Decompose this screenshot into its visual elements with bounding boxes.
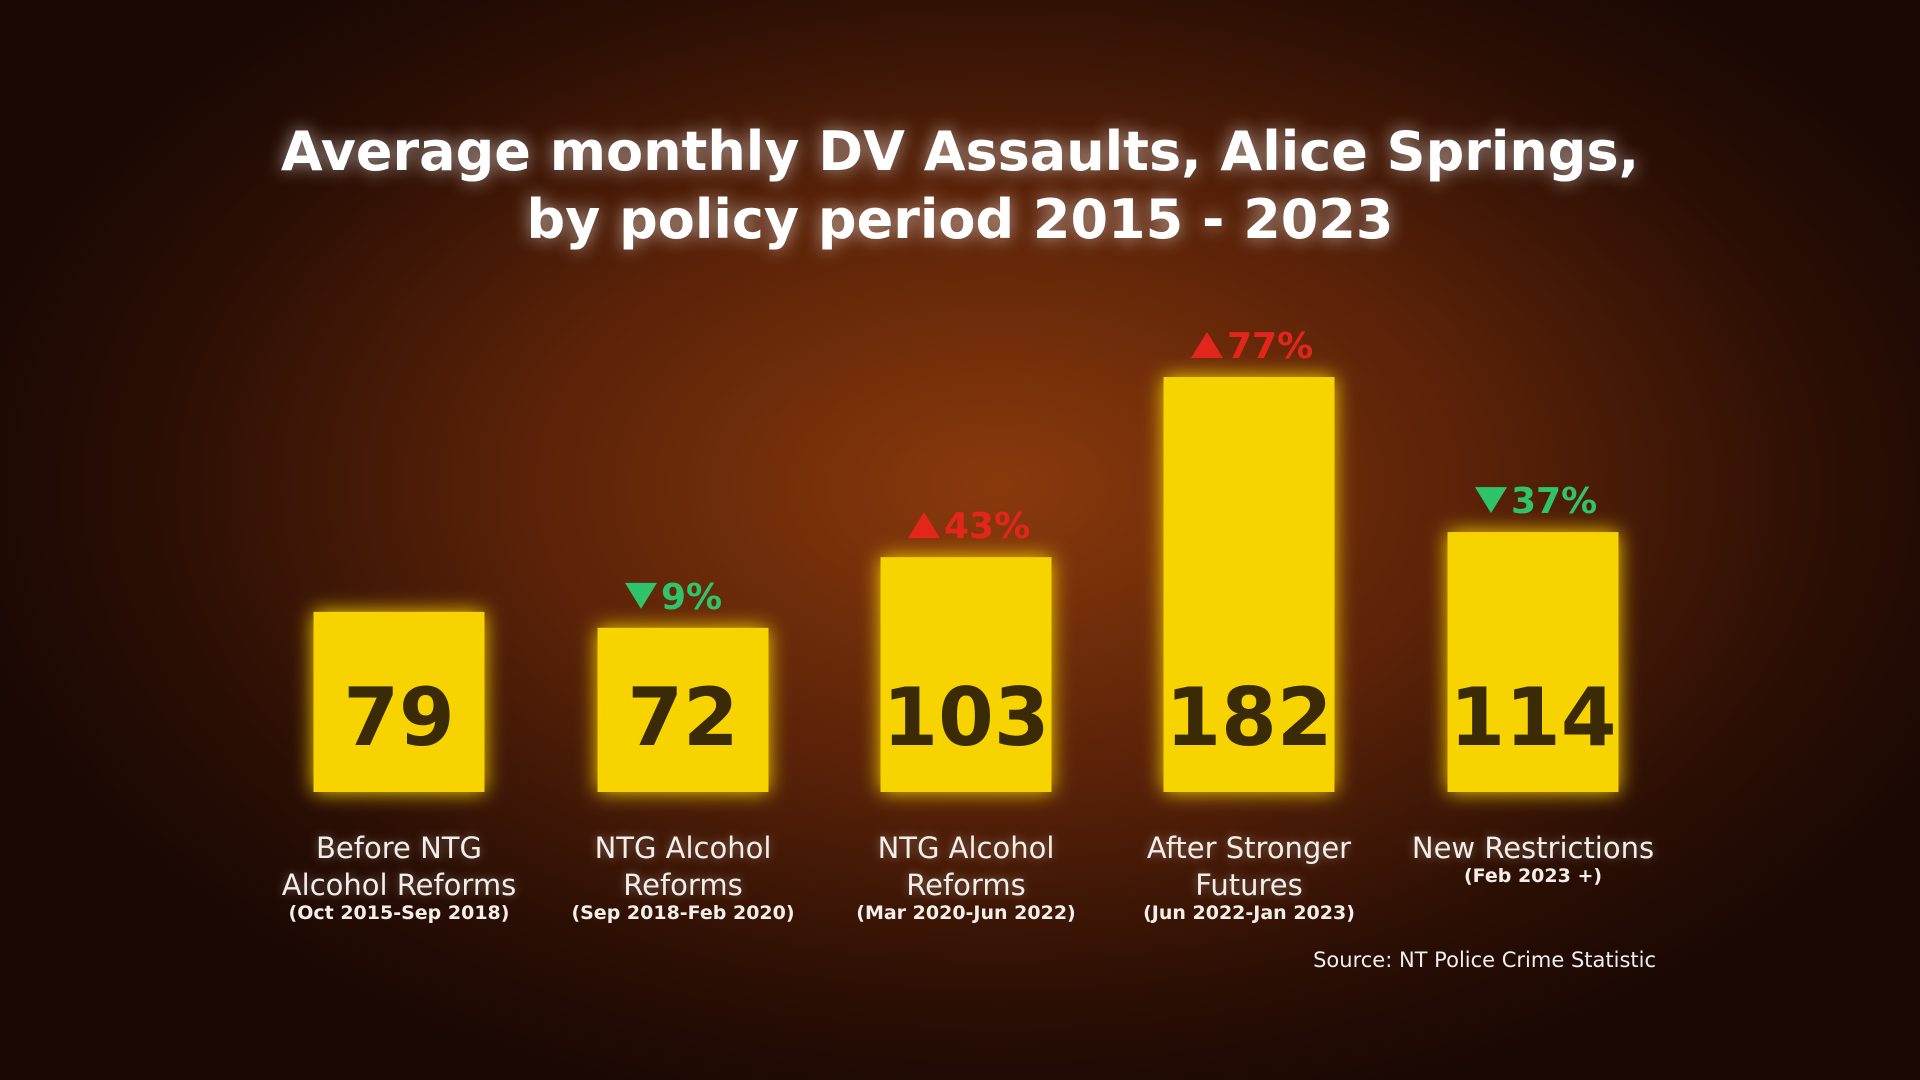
period-label: (Mar 2020-Jun 2022): [856, 902, 1076, 924]
change-label: 77%: [1227, 326, 1313, 367]
category-label: New Restrictions: [1411, 831, 1655, 865]
value-label: 72: [627, 671, 738, 764]
source: Source: NT Police Crime Statistic: [1313, 948, 1656, 972]
bar: [313, 611, 485, 792]
value-label: 182: [1166, 671, 1333, 764]
change-arrow: [625, 582, 657, 609]
category-label: NTG Alcohol Reforms: [594, 831, 772, 902]
category-label: After Stronger Futures: [1146, 831, 1352, 902]
period-label: (Sep 2018-Feb 2020): [571, 902, 795, 924]
value-label: 79: [343, 671, 454, 764]
value-label: 103: [883, 671, 1050, 764]
change-arrow: [1475, 487, 1507, 514]
period-label: (Oct 2015-Sep 2018): [288, 902, 510, 924]
change-label: 9%: [661, 577, 722, 618]
bar: [1163, 377, 1335, 792]
change-label: 37%: [1511, 481, 1597, 522]
period-label: (Jun 2022-Jan 2023): [1143, 902, 1355, 924]
bar: [597, 627, 769, 792]
bar: [1447, 532, 1619, 792]
period-label: (Feb 2023 +): [1463, 865, 1603, 887]
value-label: 114: [1450, 671, 1617, 764]
category-label: NTG Alcohol Reforms: [877, 831, 1055, 902]
change-arrow: [908, 512, 940, 539]
category-label: Before NTG Alcohol Reforms: [281, 831, 517, 902]
bar: [880, 557, 1052, 792]
change-label: 43%: [944, 506, 1030, 547]
chart-title: Average monthly DV Assaults, Alice Sprin…: [280, 120, 1640, 251]
change-arrow: [1191, 332, 1223, 359]
